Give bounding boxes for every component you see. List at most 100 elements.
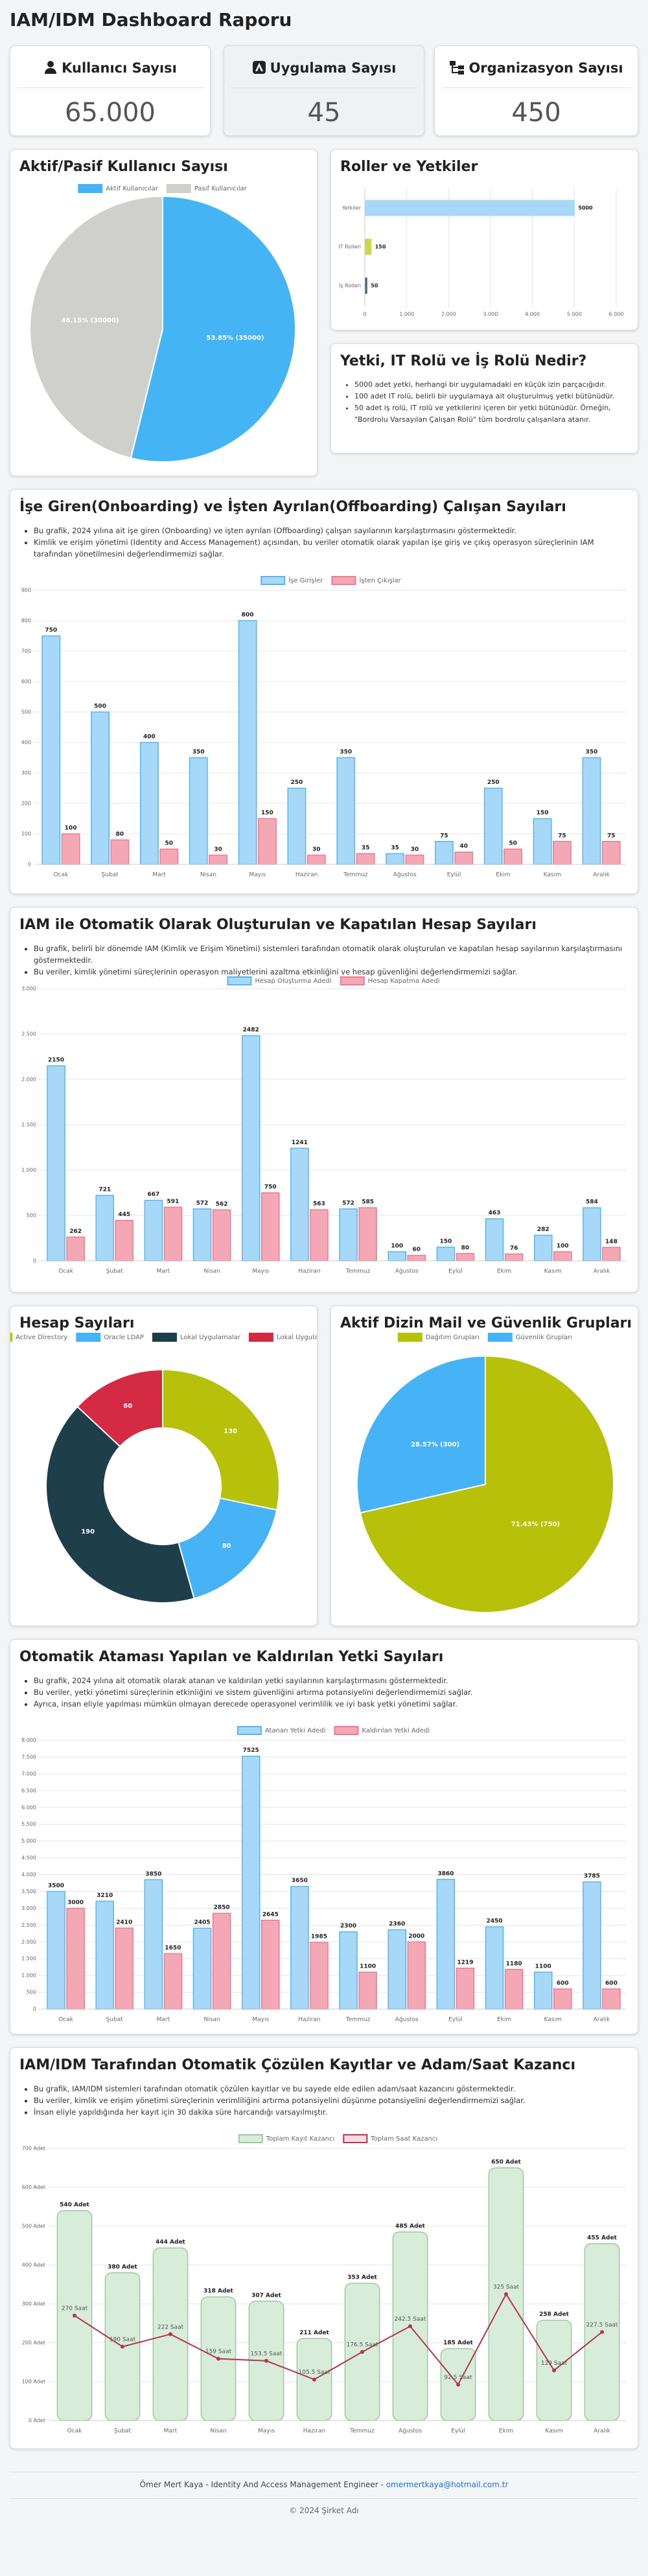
y-tick-label: 500 Adet — [22, 2224, 45, 2229]
legend-swatch — [260, 576, 286, 585]
y-tick-label: 500 — [27, 1990, 36, 1995]
y-tick-label: 7.000 — [21, 1771, 36, 1777]
y-tick-label: 500 — [27, 1213, 36, 1219]
footer-credit: Ömer Mert Kaya - Identity And Access Man… — [0, 2480, 648, 2489]
bar-label: 3850 — [145, 1871, 161, 1878]
legend-swatch — [340, 976, 365, 985]
line-point — [552, 2368, 556, 2373]
bar — [583, 1207, 601, 1261]
bar-label: 1180 — [506, 1961, 522, 1967]
bar — [356, 853, 375, 865]
bar — [504, 1969, 524, 2010]
stat-value: 45 — [307, 98, 341, 128]
chart-card: İşe Giren(Onboarding) ve İşten Ayrılan(O… — [10, 489, 638, 894]
legend-label: Güvenlik Grupları — [516, 1334, 572, 1341]
pie-slice — [356, 1355, 486, 1514]
legend-label: Lokal Uygulamalar — [180, 1334, 241, 1341]
legend-swatch — [78, 184, 103, 193]
bar — [66, 1236, 85, 1261]
stat-value: 450 — [511, 98, 561, 128]
y-tick-label: 600 Adet — [22, 2185, 45, 2191]
stat-title: Kullanıcı Sayısı — [62, 60, 177, 76]
y-tick-label: 2.000 — [21, 1077, 36, 1083]
bar-label: 1219 — [457, 1959, 473, 1966]
bar-label: 2405 — [194, 1920, 211, 1926]
x-tick-label: 4.000 — [525, 312, 540, 317]
legend-label: Kaldırılan Yetki Adedi — [362, 1727, 430, 1734]
user-icon — [45, 61, 57, 74]
bullet-list: 5000 adet yetki, herhangi bir uygulamada… — [340, 379, 620, 426]
y-tick-label: 100 Adet — [22, 2379, 45, 2385]
bar — [485, 1218, 504, 1261]
legend-swatch — [227, 976, 252, 985]
bar — [61, 833, 80, 865]
y-tick-label: IT Rolleri — [338, 244, 361, 250]
slice-label: 71.43% (750) — [511, 1521, 560, 1528]
bullet: Bu grafik, 2024 yılına ait işe giren (On… — [34, 525, 630, 536]
bar-label: 50 — [165, 840, 173, 847]
y-tick-label: 8.000 — [21, 1738, 36, 1743]
chart: Hesap Oluşturma Adedi Hesap Kapatma Adedi… — [21, 976, 626, 1275]
bar-label: 250 — [291, 779, 303, 786]
bullet: 50 adet iş rolü, IT rolü ve yetkilerini … — [354, 402, 620, 426]
bar-label: 262 — [69, 1228, 82, 1235]
bar-label: 35 — [391, 845, 399, 851]
pie-slice — [359, 1355, 614, 1613]
email-link[interactable]: omermertkaya@hotmail.com.tr — [386, 2480, 509, 2489]
x-tick-label: Ocak — [58, 1269, 74, 1275]
point-label: 270 Saat — [62, 2306, 88, 2312]
stat-card: Kullanıcı Sayısı 65.000 — [10, 45, 211, 136]
bar — [310, 1209, 329, 1261]
bar — [163, 1953, 183, 2010]
line-point — [504, 2292, 508, 2296]
bullet: Bu grafik, belirli bir dönemde IAM (Kiml… — [34, 943, 630, 966]
bullet: Bu veriler, kimlik yönetimi süreçlerinin… — [34, 966, 630, 978]
legend-label: Atanan Yetki Adedi — [265, 1727, 326, 1734]
bar-label: 584 — [586, 1199, 598, 1206]
x-tick-label: Nisan — [204, 2017, 220, 2023]
legend-label: Active Directory — [16, 1334, 67, 1341]
bullet: Bu grafik, 2024 yılına ait otomatik olar… — [34, 1675, 630, 1686]
slice-label: 28.57% (300) — [411, 1441, 459, 1448]
legend-label: Pasif Kullanıcılar — [194, 185, 248, 192]
bar-label: 2360 — [389, 1921, 405, 1927]
bar — [436, 1879, 456, 2010]
bar — [407, 1941, 426, 2010]
x-tick-label: Ocak — [67, 2428, 83, 2435]
bar-label: 2000 — [408, 1933, 424, 1940]
bar — [386, 853, 404, 865]
bar — [163, 1206, 183, 1261]
line-point — [312, 2377, 316, 2382]
bar-label: 400 — [143, 734, 156, 741]
bar-label: 40 — [459, 844, 468, 850]
bar — [364, 238, 372, 255]
bullet: İnsan eliyle yapıldığında her kayıt için… — [34, 2106, 630, 2118]
bar — [66, 1907, 85, 2010]
bar-label: 60 — [413, 1247, 421, 1253]
bar — [140, 742, 159, 865]
bar-label: 282 — [537, 1226, 550, 1233]
legend-swatch — [343, 2134, 368, 2143]
y-tick-label: 0 Adet — [29, 2418, 45, 2424]
bar-label: 75 — [558, 833, 566, 839]
y-tick-label: 400 — [21, 740, 31, 746]
bar — [388, 1929, 406, 2010]
bar — [261, 1920, 280, 2010]
bullet: Bu grafik, IAM/IDM sistemleri tarafından… — [34, 2083, 630, 2095]
bar — [189, 757, 208, 865]
stat-head: Uygulama Sayısı — [224, 60, 424, 76]
bar-label: 800 — [242, 612, 254, 619]
bar — [456, 1253, 475, 1261]
chart-card: IAM/IDM Tarafından Otomatik Çözülen Kayı… — [10, 2047, 638, 2449]
bar — [241, 1035, 260, 1261]
bar — [192, 1927, 212, 2010]
chart: 0 1.000 2.000 3.000 4.000 5.000 6.000 Yetkiler 5… — [338, 189, 623, 317]
x-tick-label: Ekim — [497, 1269, 511, 1275]
x-tick-label: Ocak — [54, 872, 69, 879]
divider — [17, 87, 203, 88]
bar-label: 318 Adet — [203, 2288, 233, 2295]
bar-label: 250 — [487, 779, 500, 786]
bar — [553, 1251, 572, 1261]
y-tick-label: 0 — [28, 862, 31, 868]
bar-label: 380 Adet — [108, 2264, 137, 2271]
